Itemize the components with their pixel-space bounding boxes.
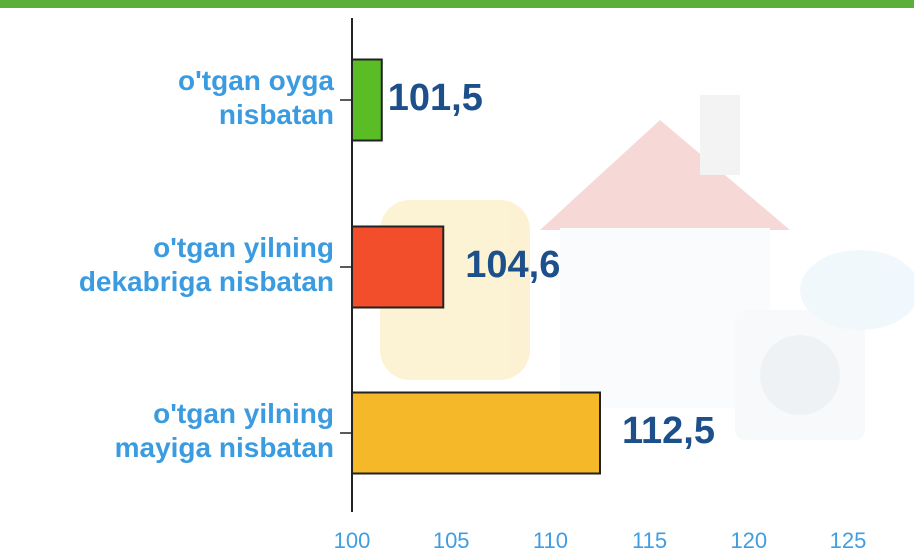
x-tick-label: 120 bbox=[730, 528, 767, 553]
x-tick-label: 115 bbox=[632, 528, 667, 553]
value-label: 112,5 bbox=[622, 410, 715, 452]
bar bbox=[352, 227, 443, 308]
x-tick-label: 100 bbox=[334, 528, 371, 553]
top-band bbox=[0, 0, 914, 8]
value-label: 101,5 bbox=[388, 77, 483, 119]
x-tick-label: 110 bbox=[533, 528, 568, 553]
category-label: o'tgan oyga nisbatan bbox=[0, 64, 334, 132]
bar bbox=[352, 393, 600, 474]
bar bbox=[352, 60, 382, 141]
background-illustration bbox=[380, 95, 914, 440]
value-label: 104,6 bbox=[465, 244, 560, 286]
category-label: o'tgan yilning mayiga nisbatan bbox=[0, 397, 334, 465]
x-tick-label: 125 bbox=[830, 528, 867, 553]
chart: 100 105 110 115 120 125 101,5 104,6 112,5 o'tgan… bbox=[0, 0, 914, 556]
x-tick-label: 105 bbox=[433, 528, 470, 553]
category-label: o'tgan yilning dekabriga nisbatan bbox=[0, 231, 334, 299]
